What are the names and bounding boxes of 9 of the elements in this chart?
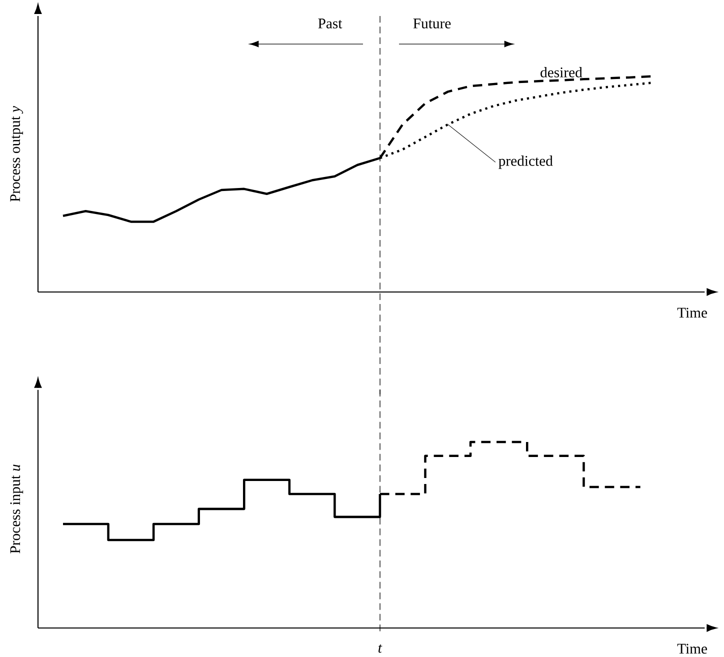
text: t — [378, 644, 382, 653]
x-axis-title: Time — [677, 644, 708, 654]
text: Past — [318, 18, 342, 28]
x-axis-title: Time — [677, 308, 708, 318]
y-axis-title: Process input u — [10, 464, 24, 554]
text: Future — [413, 18, 451, 28]
series-label: desired — [540, 67, 582, 78]
y-axis-title: Process output y — [10, 106, 24, 202]
text: predicted — [498, 156, 553, 169]
